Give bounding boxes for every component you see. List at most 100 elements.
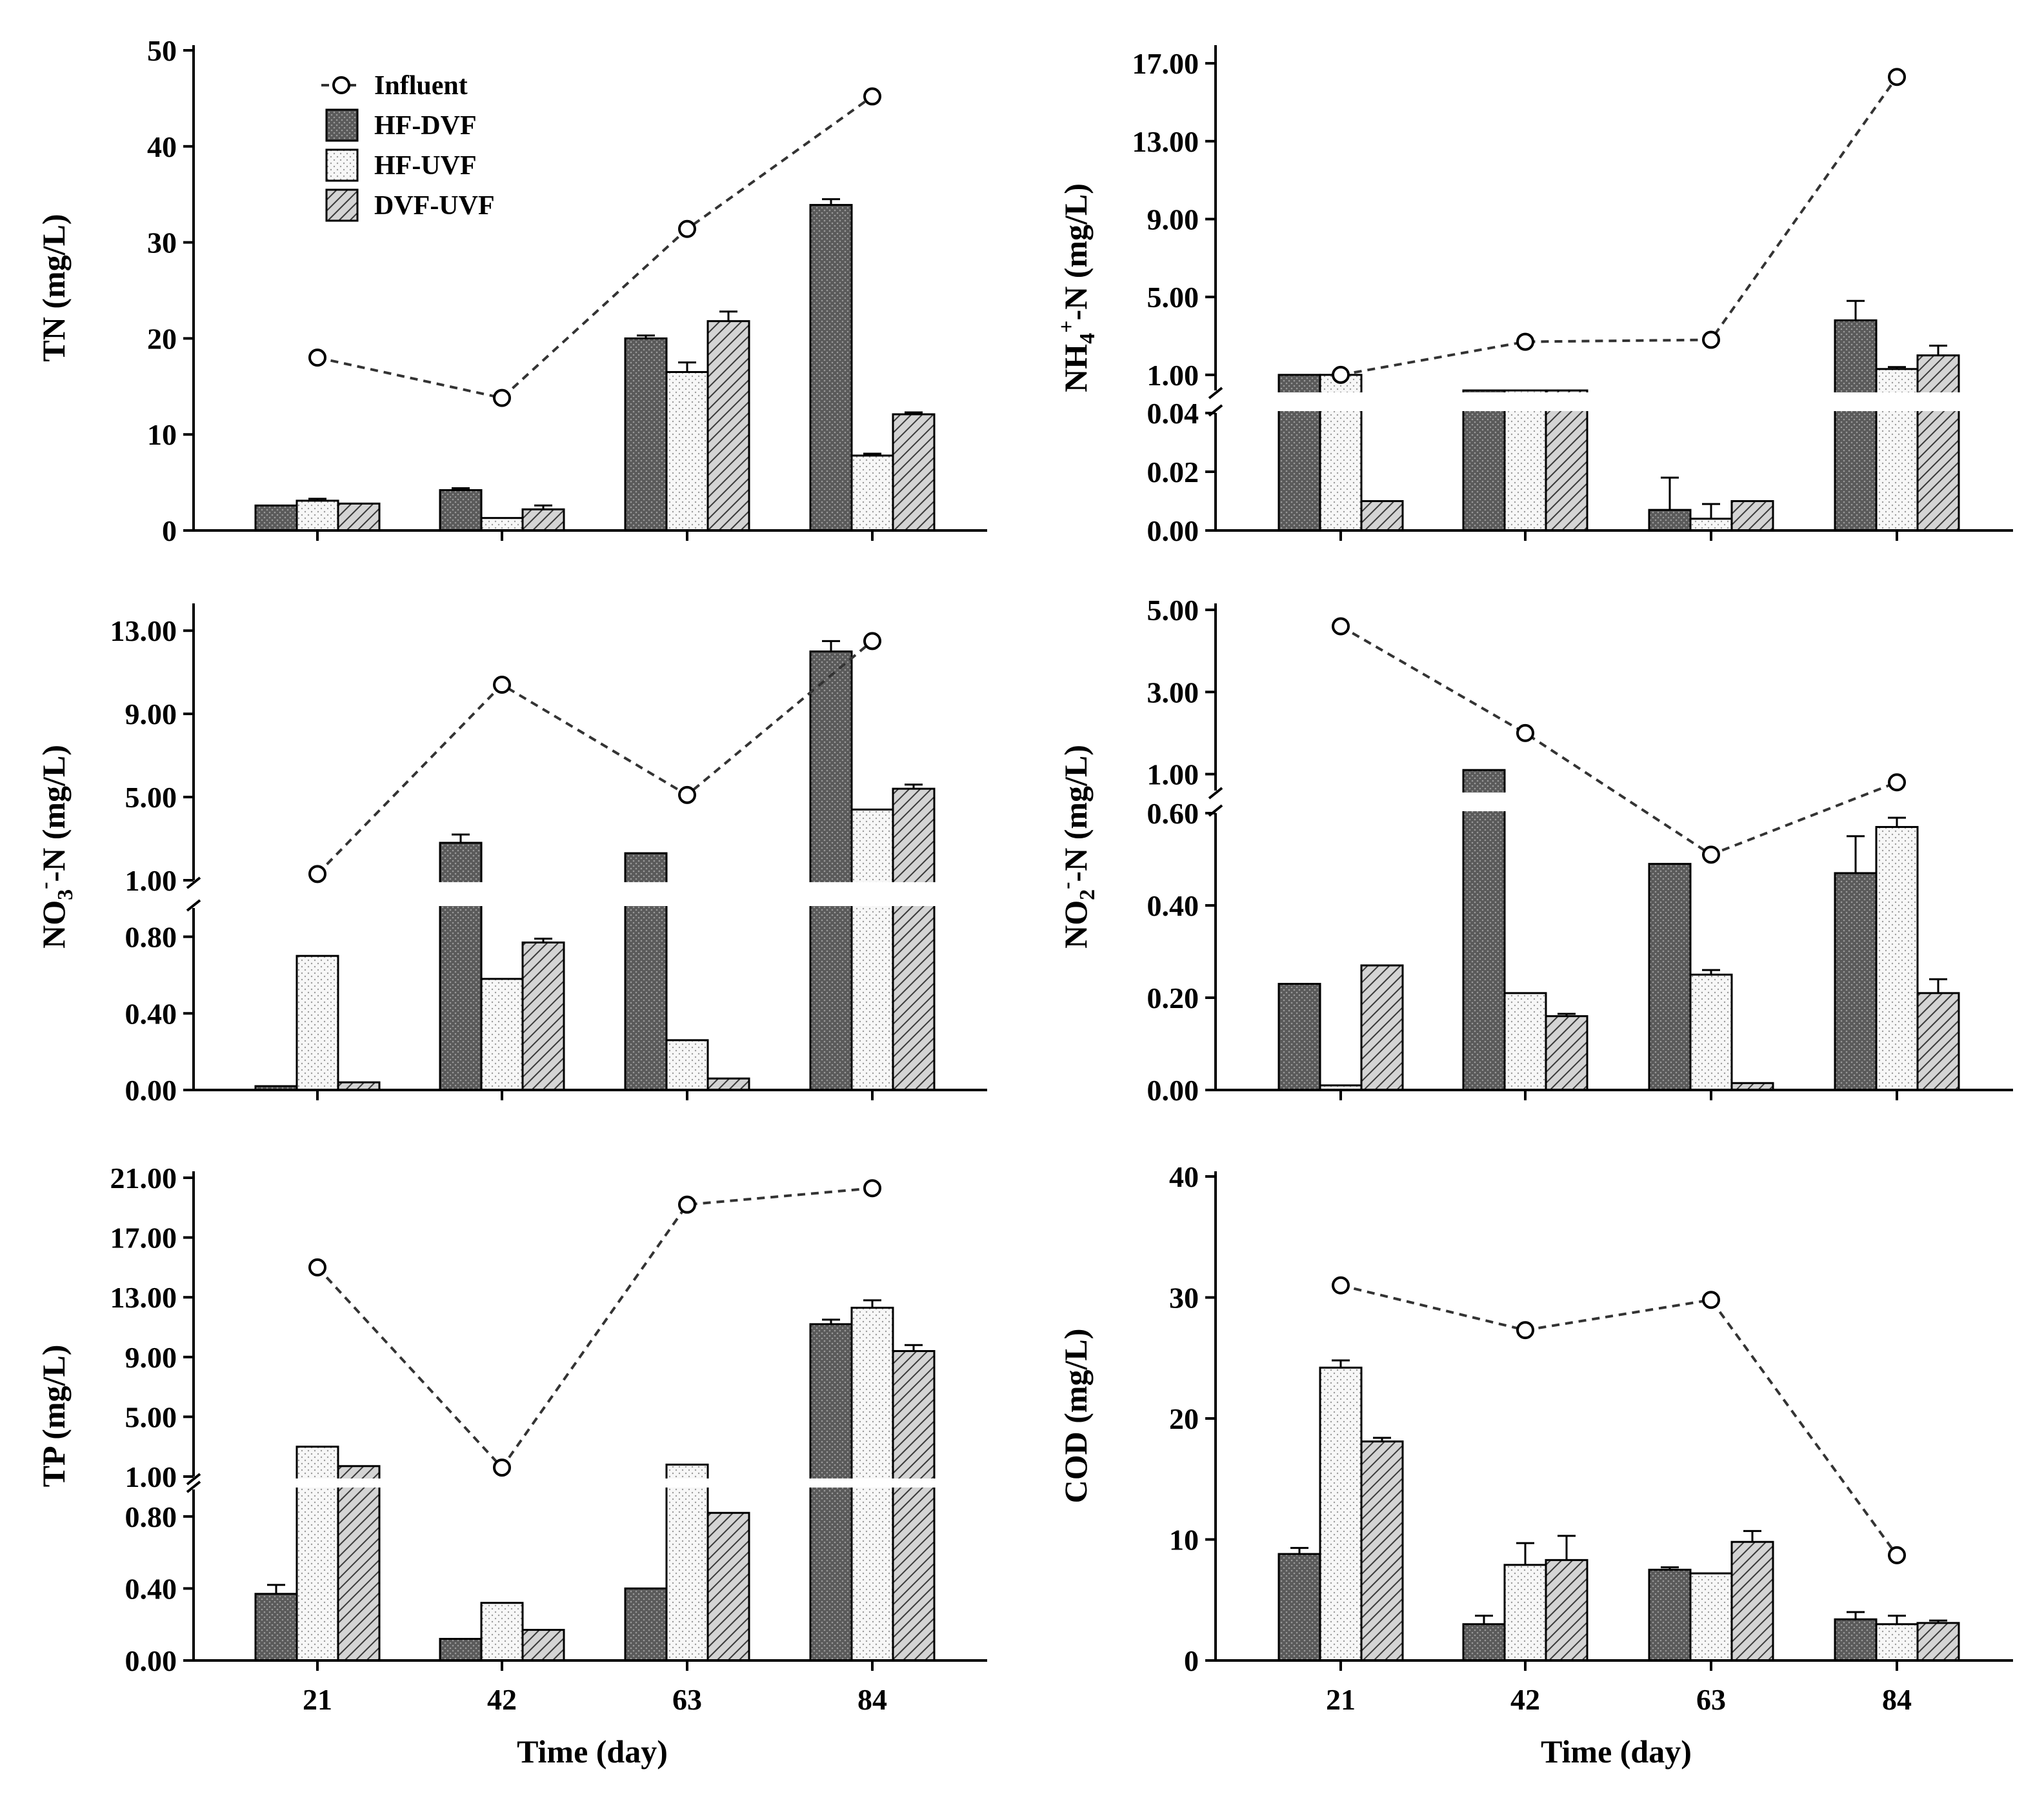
bar-hf-uvf-cod-84 — [1875, 1623, 1919, 1662]
axis-break-gap — [195, 882, 989, 906]
influent-point-no3-63 — [678, 785, 696, 804]
y-title-sub: 2 — [1076, 889, 1099, 900]
y-tick-label: 0.04 — [1147, 397, 1199, 430]
y-tick-label: 21.00 — [110, 1162, 177, 1195]
y-tick-label: 0.80 — [125, 921, 177, 954]
bar-hf-dvf-tp-63 — [624, 1587, 668, 1662]
bar-hf-dvf-tn-21 — [254, 504, 298, 532]
x-axis-title-tp: Time (day) — [517, 1733, 668, 1770]
influent-line-tn — [317, 95, 874, 399]
y-title-rest: -N (mg/L) — [1057, 183, 1094, 320]
legend-label-influent: Influent — [374, 71, 468, 101]
y-title-main: NO — [35, 900, 72, 949]
y-tick-label: 40 — [147, 130, 177, 163]
bar-hf-dvf-tn-63 — [624, 337, 668, 532]
influent-point-tn-84 — [863, 87, 881, 106]
legend-label-hf-uvf: HF-UVF — [374, 151, 477, 181]
bar-hf-dvf-tp-84 — [809, 1323, 853, 1662]
y-tick-label: 10 — [1169, 1524, 1199, 1557]
bar-hf-uvf-nh4-42 — [1503, 389, 1547, 532]
influent-point-tp-63 — [678, 1195, 696, 1214]
bar-dvf-uvf-nh4-84 — [1916, 354, 1960, 532]
axis-break-mark — [186, 1480, 201, 1493]
y-tick-label: 1.00 — [125, 864, 177, 897]
y-title-sub: 4 — [1076, 333, 1099, 344]
axis-break-mark — [186, 876, 201, 889]
y-tick-label: 0.02 — [1147, 456, 1199, 489]
y-axis-title-nh4: NH4+-N (mg/L) — [1055, 183, 1099, 392]
bar-hf-uvf-no2-42 — [1503, 992, 1547, 1091]
bar-hf-dvf-tn-42 — [439, 489, 483, 532]
bar-hf-uvf-nh4-63 — [1689, 518, 1733, 532]
bar-hf-uvf-tp-63 — [665, 1463, 709, 1662]
bar-hf-dvf-cod-21 — [1278, 1553, 1321, 1662]
influent-line-no3 — [316, 640, 874, 875]
y-tick-label: 17.00 — [1132, 47, 1199, 80]
y-title-main: NH — [1057, 344, 1094, 392]
influent-point-no2-21 — [1332, 617, 1350, 636]
bar-dvf-uvf-tn-42 — [521, 508, 565, 532]
y-title-rest: -N (mg/L) — [35, 745, 72, 882]
bar-hf-uvf-cod-42 — [1503, 1564, 1547, 1662]
bar-dvf-uvf-tn-63 — [706, 320, 750, 532]
y-tick-label: 13.00 — [1132, 125, 1199, 158]
chart-no2: 0.00 0.20 0.40 0.60 1.00 3.00 5.00 NO2--N (mg/L… — [1055, 594, 2015, 1107]
axis-break-mark — [1208, 387, 1223, 399]
bar-hf-dvf-no2-21 — [1278, 983, 1321, 1091]
influent-point-no2-63 — [1702, 845, 1720, 864]
bar-dvf-uvf-no2-84 — [1916, 992, 1960, 1091]
y-axis-title-no2: NO2--N (mg/L) — [1055, 745, 1099, 949]
influent-line-no2 — [1339, 625, 1898, 856]
chart-no3: 0.00 0.40 0.80 1.00 5.00 9.00 13.00 NO3--N (mg/… — [33, 603, 989, 1107]
y-tick-label: 9.00 — [1147, 203, 1199, 236]
x-tick-label: 63 — [672, 1683, 702, 1716]
influent-point-nh4-42 — [1516, 332, 1534, 351]
y-tick-label: 50 — [147, 34, 177, 67]
bar-hf-uvf-no3-84 — [850, 808, 894, 1091]
influent-point-cod-42 — [1516, 1321, 1534, 1340]
axis-break-gap — [195, 1478, 989, 1488]
y-tick-label: 30 — [1169, 1282, 1199, 1315]
bar-dvf-uvf-no2-42 — [1545, 1015, 1588, 1091]
y-title-sub: 3 — [54, 889, 77, 900]
y-tick-label: 5.00 — [125, 781, 177, 814]
y-tick-label: 0.00 — [125, 1644, 177, 1677]
influent-point-no2-42 — [1516, 723, 1534, 742]
bar-dvf-uvf-tn-84 — [892, 413, 936, 532]
y-title-sup: - — [1055, 882, 1079, 889]
influent-point-no3-84 — [863, 632, 881, 651]
y-tick-label: 3.00 — [1147, 676, 1199, 709]
influent-point-nh4-63 — [1702, 330, 1720, 349]
bar-hf-uvf-tn-21 — [296, 499, 339, 532]
influent-point-cod-84 — [1888, 1546, 1906, 1564]
y-tick-label: 0.00 — [1147, 1074, 1199, 1107]
bar-dvf-uvf-cod-84 — [1916, 1622, 1960, 1662]
bar-dvf-uvf-no2-21 — [1360, 964, 1404, 1091]
bar-hf-uvf-cod-63 — [1689, 1572, 1733, 1662]
influent-line-tp — [316, 1187, 873, 1470]
legend-swatch-hf-dvf — [325, 108, 359, 142]
chart-tn: 0 10 20 30 40 50 TN (mg/L) — [35, 34, 987, 547]
y-tick-label: 0 — [162, 514, 177, 547]
bar-hf-uvf-no3-42 — [480, 978, 524, 1091]
bar-hf-dvf-tp-21 — [254, 1593, 298, 1662]
y-axis-title-no3: NO3--N (mg/L) — [33, 745, 77, 949]
influent-point-no2-84 — [1888, 773, 1906, 792]
axis-break-mark — [186, 1473, 201, 1486]
bar-hf-uvf-tp-42 — [480, 1602, 524, 1662]
influent-point-tp-84 — [863, 1179, 881, 1198]
y-tick-label: 30 — [147, 227, 177, 259]
chart-cod: 0 10 20 30 40 21 42 63 84 COD (mg/L) Time (day) — [1057, 1160, 2013, 1770]
bar-hf-uvf-no3-63 — [665, 1039, 709, 1091]
bar-hf-dvf-nh4-63 — [1648, 509, 1692, 532]
bar-hf-uvf-cod-21 — [1319, 1366, 1363, 1662]
x-tick-label: 84 — [857, 1683, 887, 1716]
influent-point-no3-21 — [308, 865, 326, 883]
x-tick-label: 63 — [1696, 1683, 1726, 1716]
bar-hf-uvf-no2-84 — [1875, 825, 1919, 1091]
y-tick-label: 5.00 — [1147, 594, 1199, 627]
y-tick-label: 0.60 — [1147, 797, 1199, 830]
chart-nh4: 0.00 0.02 0.04 1.00 5.00 9.00 13.00 17.00 NH4+-N… — [1055, 45, 2015, 547]
bar-dvf-uvf-cod-21 — [1360, 1440, 1404, 1662]
bar-hf-dvf-cod-84 — [1834, 1618, 1878, 1662]
